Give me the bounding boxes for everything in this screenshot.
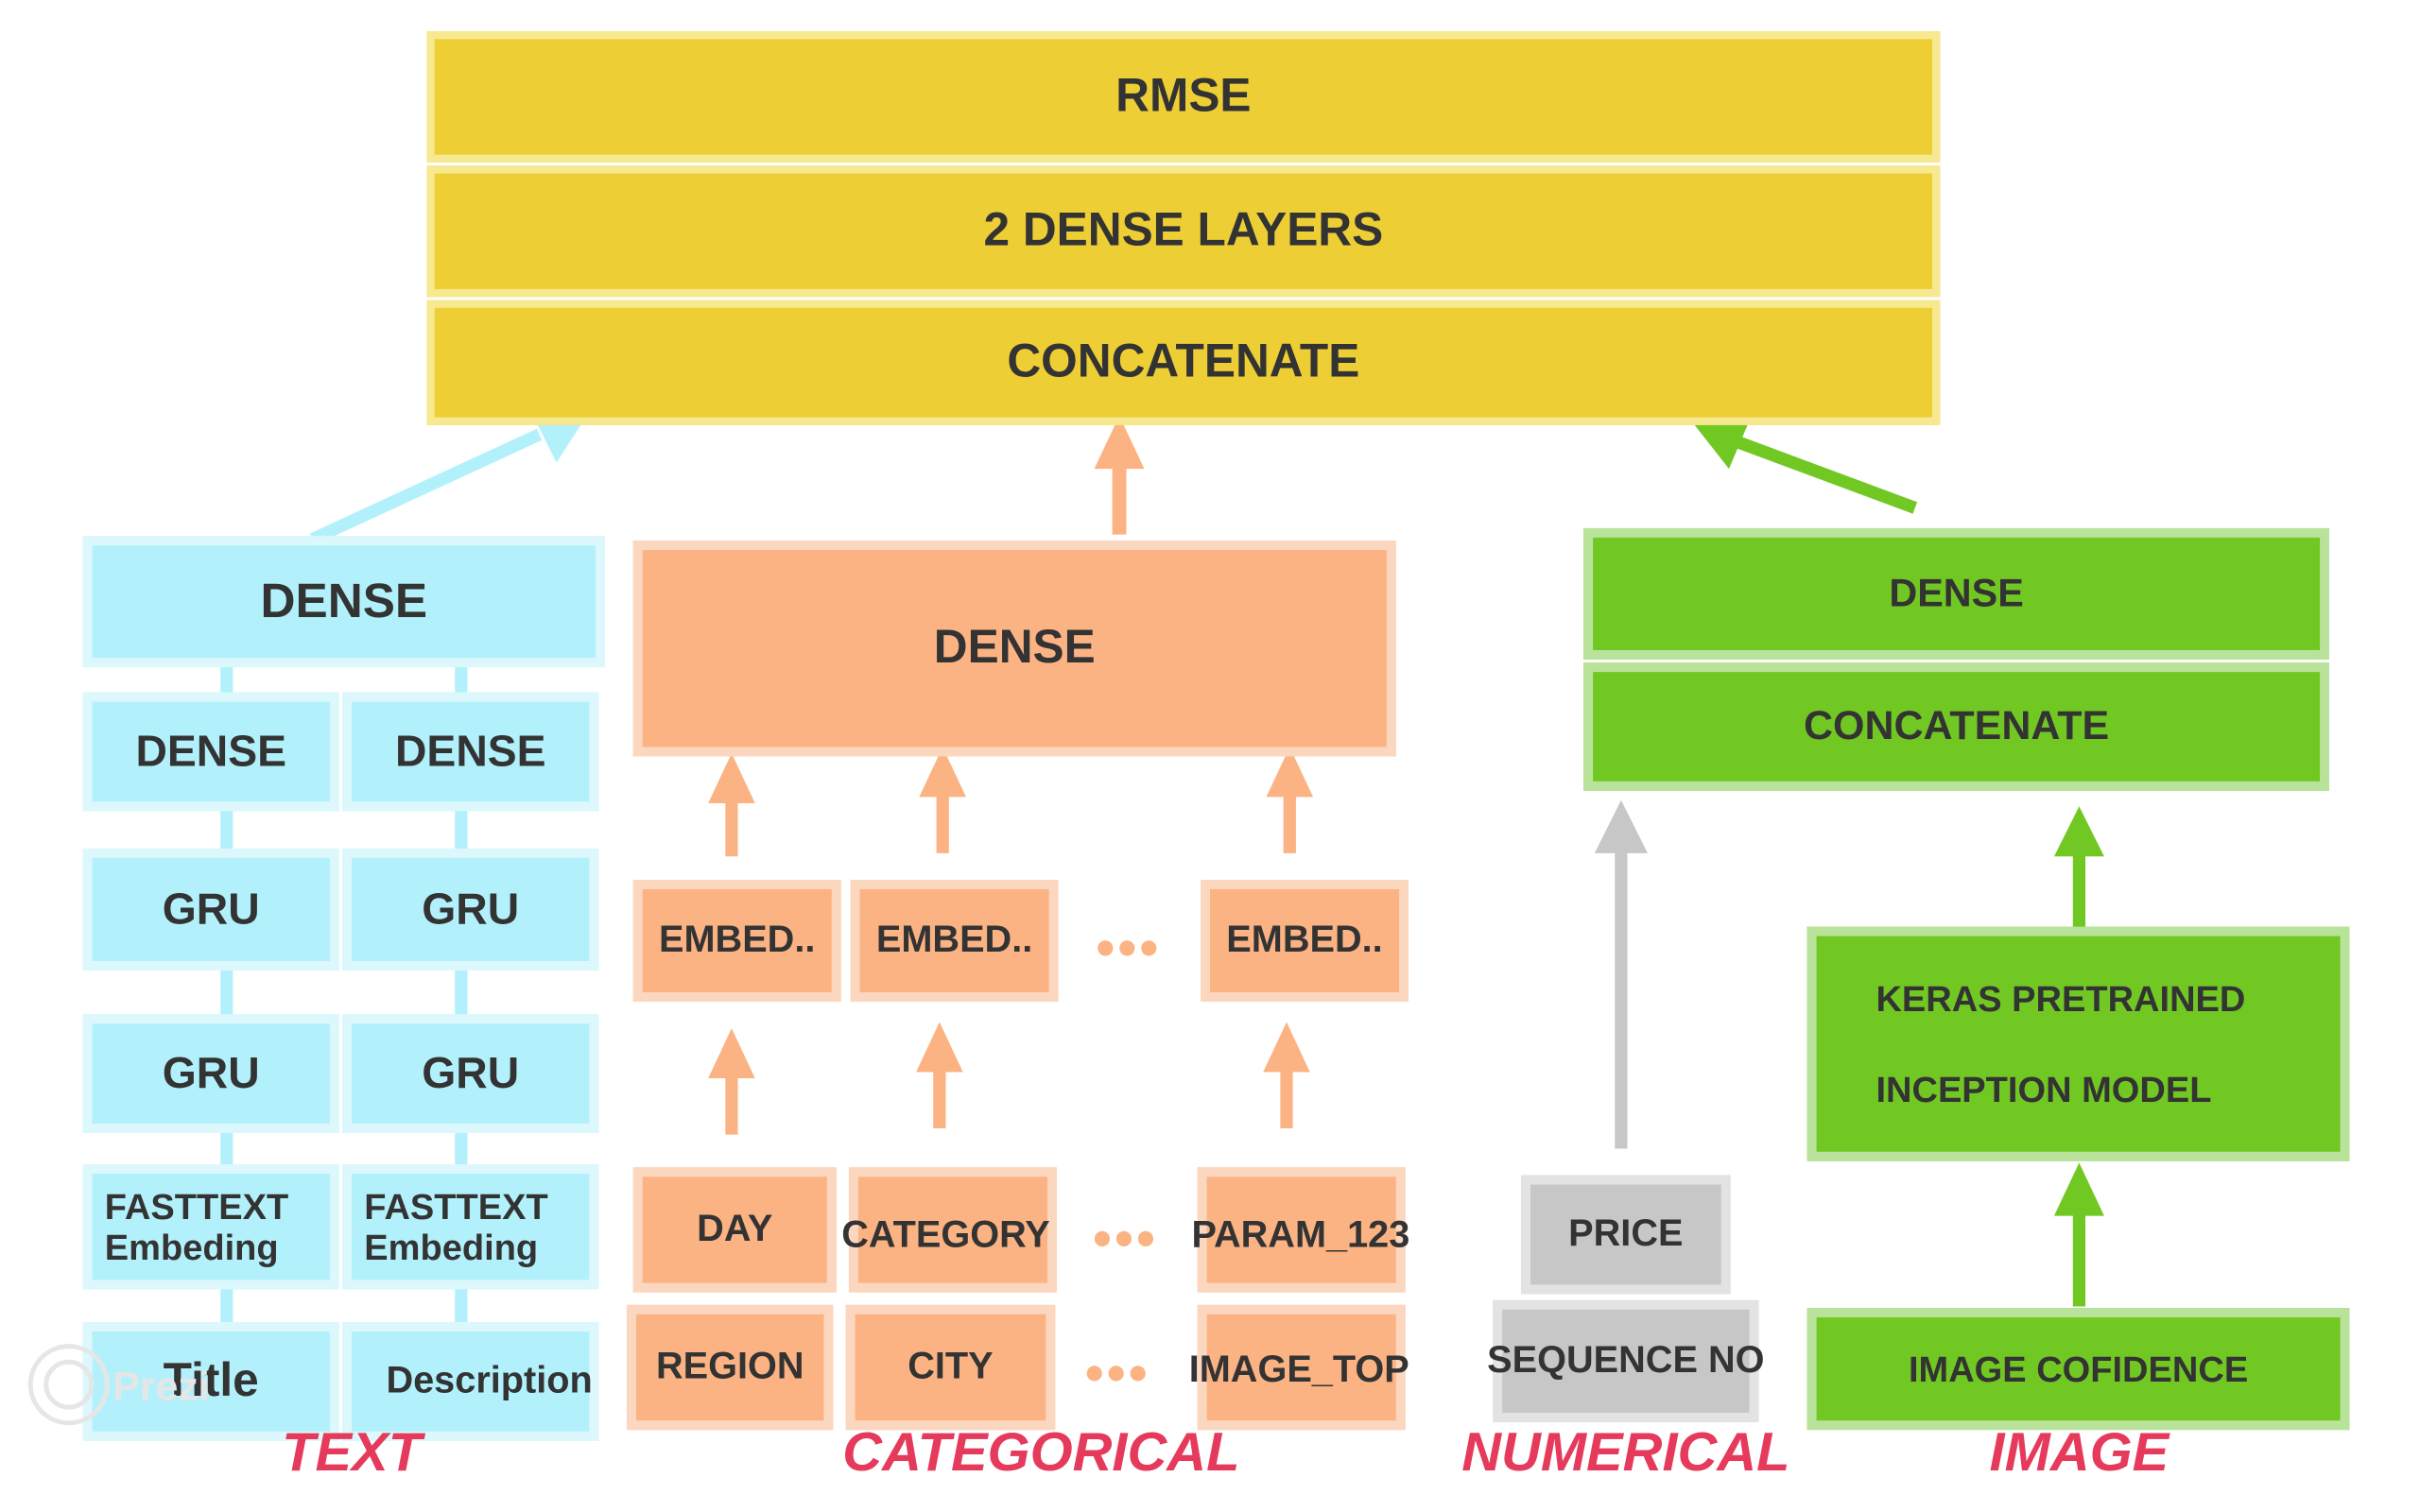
dense-layers-block: 2 DENSE LAYERS [426,165,1941,298]
city-input: CITY [845,1304,1056,1431]
price-input-label: PRICE [1568,1212,1684,1256]
gru-2-right-label: GRU [422,1048,520,1097]
image-confidence-label: IMAGE COFIDENCE [1908,1348,2249,1389]
fasttext-left-line2: Embeding [104,1227,279,1268]
image-confidence-input: IMAGE COFIDENCE [1806,1308,2350,1431]
city-input-label: CITY [908,1346,994,1388]
region-input: REGION [627,1304,834,1431]
rmse-label: RMSE [1115,70,1252,122]
image-dense: DENSE [1583,527,2330,660]
embed-3-label: EMBED.. [1226,919,1383,962]
fasttext-right-line2: Embeding [364,1227,539,1268]
day-input: DAY [632,1167,837,1293]
gray-arrow [1594,799,1648,1149]
categorical-dense: DENSE [632,541,1396,757]
fasttext-left-text: FASTTEXT Embeding [105,1185,288,1267]
category-input-label: CATEGORY [841,1213,1050,1257]
categorical-category-label: CATEGORICAL [842,1421,1240,1484]
embed-dots: ••• [1096,919,1162,979]
embed-3: EMBED.. [1201,880,1409,1003]
description-input: Description [342,1322,599,1441]
text-dense-left: DENSE [82,692,339,812]
image-category-label: IMAGE [1989,1421,2169,1484]
inception-model: KERAS PRETRAINED INCEPTION MODEL [1806,926,2350,1161]
gru-1-right-label: GRU [422,884,520,934]
embed-2-label: EMBED.. [875,919,1033,962]
image-concatenate-label: CONCATENATE [1803,701,2110,749]
orange-arrows-embed-to-dense [708,747,1314,857]
gru-1-left-label: GRU [162,884,260,934]
categorical-dense-label: DENSE [933,621,1096,674]
cyan-arrow [309,409,592,545]
sequence-input [1493,1299,1759,1422]
category-input [848,1167,1057,1293]
inception-model-text: KERAS PRETRAINED INCEPTION MODEL [1876,954,2245,1135]
concatenate-label: CONCATENATE [1007,335,1360,387]
dense-layers-label: 2 DENSE LAYERS [983,204,1384,256]
row2-dots: ••• [1084,1344,1150,1404]
prezi-watermark: Prezi [27,1344,216,1432]
green-arrow-model-to-concat [2053,806,2104,929]
title-input-label: Title [163,1354,259,1406]
concatenate-block: CONCATENATE [426,300,1941,425]
text-dense-right-label: DENSE [394,726,546,776]
orange-arrow-main [1094,415,1145,535]
fasttext-right: FASTTEXT Embeding [342,1164,599,1290]
green-arrow-to-concatenate [1694,417,1918,514]
fasttext-left-line1: FASTTEXT [104,1185,289,1227]
embed-1: EMBED.. [632,880,841,1003]
image-top-input-label: IMAGE_TOP [1188,1349,1409,1391]
gru-2-left-label: GRU [162,1048,260,1097]
prezi-logo-inner-icon [43,1359,95,1410]
param-input-label: PARAM_123 [1191,1213,1410,1257]
fasttext-right-text: FASTTEXT Embeding [364,1185,547,1267]
region-input-label: REGION [655,1346,804,1388]
green-arrow-conf-to-model [2053,1162,2104,1307]
gru-2-right: GRU [342,1014,599,1133]
embed-2: EMBED.. [850,880,1059,1003]
orange-arrows-input-to-embed [708,1022,1310,1135]
prezi-logo-icon [27,1344,110,1426]
param-input [1197,1167,1406,1293]
text-dense-top-label: DENSE [260,574,428,629]
gru-1-left: GRU [82,848,339,971]
fasttext-right-line1: FASTTEXT [364,1185,548,1227]
gru-1-right: GRU [342,848,599,971]
rmse-block: RMSE [426,31,1941,163]
day-input-label: DAY [697,1208,773,1251]
fasttext-left: FASTTEXT Embeding [82,1164,339,1290]
price-input: PRICE [1521,1175,1731,1295]
numerical-category-label: NUMERICAL [1461,1421,1790,1484]
description-input-label: Description [386,1360,593,1402]
gru-2-left: GRU [82,1014,339,1133]
sequence-input-label: SEQUENCE NO [1487,1339,1765,1382]
text-category-label: TEXT [282,1421,423,1484]
inception-model-line1: KERAS PRETRAINED [1876,978,2246,1020]
image-concatenate: CONCATENATE [1583,662,2330,791]
prezi-wordmark: Prezi [112,1363,210,1410]
image-top-input [1197,1304,1406,1431]
row1-dots: ••• [1093,1209,1159,1269]
image-dense-label: DENSE [1889,571,2024,615]
text-dense-left-label: DENSE [135,726,287,776]
inception-model-line2: INCEPTION MODEL [1876,1069,2212,1110]
embed-1-label: EMBED.. [659,919,816,962]
text-dense-top: DENSE [82,536,605,668]
text-dense-right: DENSE [342,692,599,812]
